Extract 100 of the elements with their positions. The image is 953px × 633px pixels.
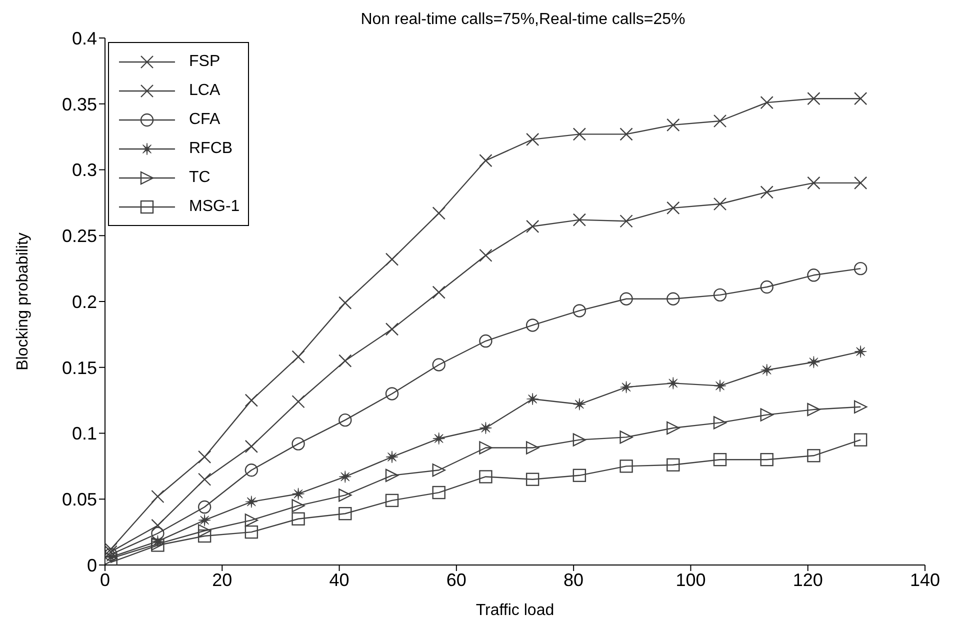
y-tick-label: 0.35 — [62, 94, 97, 114]
point — [760, 280, 774, 294]
point — [760, 96, 774, 110]
point — [854, 176, 868, 190]
point — [807, 402, 820, 416]
y-tick-label: 0 — [86, 555, 97, 576]
x-tick-label: 80 — [564, 570, 584, 590]
point — [198, 529, 212, 543]
point — [245, 495, 258, 508]
point — [338, 470, 352, 484]
point — [526, 220, 540, 234]
point — [479, 334, 492, 348]
point — [713, 197, 727, 211]
point — [198, 500, 212, 514]
x-tick-label: 20 — [212, 570, 232, 590]
point — [526, 472, 540, 486]
point — [760, 186, 774, 199]
point — [198, 514, 211, 527]
point — [760, 364, 774, 376]
y-tick-label: 0.15 — [62, 358, 97, 378]
point — [807, 449, 820, 462]
point — [385, 494, 399, 508]
point — [620, 128, 633, 141]
point — [760, 408, 774, 422]
point — [292, 437, 305, 450]
point — [854, 262, 868, 276]
legend-label: CFA — [189, 110, 220, 128]
legend-label: MSG-1 — [189, 198, 240, 216]
point — [479, 441, 492, 454]
y-tick-label: 0.25 — [62, 226, 97, 246]
point — [666, 201, 680, 215]
point — [854, 92, 868, 106]
point — [386, 450, 398, 464]
point — [292, 488, 305, 500]
point — [854, 400, 868, 414]
legend-label: TC — [189, 168, 210, 186]
y-tick-label: 0.4 — [72, 28, 97, 48]
point — [432, 486, 446, 500]
point — [807, 268, 820, 282]
point — [432, 358, 446, 372]
point — [573, 398, 586, 411]
point — [760, 453, 774, 466]
y-axis-title: Blocking probability — [14, 232, 32, 370]
point — [714, 380, 726, 392]
y-tick-label: 0.1 — [72, 424, 97, 444]
point — [807, 176, 820, 190]
point — [620, 460, 633, 473]
point — [526, 318, 540, 332]
point — [244, 525, 258, 539]
x-tick-label: 0 — [100, 570, 110, 590]
point — [292, 512, 305, 526]
point — [620, 214, 633, 228]
point — [620, 380, 633, 394]
x-axis-title: Traffic load — [476, 602, 554, 619]
point — [666, 292, 680, 306]
point — [713, 453, 727, 466]
point — [572, 468, 586, 482]
point — [572, 128, 586, 141]
point — [807, 356, 820, 368]
y-tick-label: 0.2 — [72, 292, 97, 312]
point — [572, 433, 586, 446]
point — [338, 413, 352, 427]
point — [666, 118, 680, 132]
legend-label: RFCB — [189, 140, 233, 158]
point — [338, 488, 352, 502]
point — [479, 470, 492, 484]
point — [666, 458, 680, 472]
point — [244, 514, 258, 527]
point — [572, 304, 586, 318]
point — [526, 132, 540, 146]
point — [713, 288, 727, 302]
point — [198, 524, 212, 538]
point — [385, 468, 399, 482]
point — [526, 441, 540, 454]
point — [713, 114, 727, 128]
point — [526, 392, 539, 406]
y-tick-label: 0.3 — [72, 160, 97, 180]
point — [854, 345, 867, 358]
point — [620, 292, 633, 306]
x-tick-label: 140 — [910, 570, 940, 590]
point — [620, 430, 633, 444]
y-tick-label: 0.05 — [62, 490, 97, 510]
point — [666, 421, 680, 435]
legend-label: FSP — [189, 52, 220, 70]
x-tick-label: 100 — [676, 570, 706, 590]
chart-title: Non real-time calls=75%,Real-time calls=25% — [360, 11, 686, 28]
point — [713, 416, 727, 430]
point — [479, 422, 492, 434]
point — [854, 433, 868, 446]
point — [385, 387, 399, 400]
point — [432, 432, 446, 445]
point — [338, 507, 352, 520]
point — [666, 376, 680, 390]
point — [292, 499, 305, 512]
x-tick-label: 40 — [329, 570, 350, 590]
x-tick-label: 60 — [446, 570, 466, 590]
point — [244, 464, 258, 477]
legend-label: LCA — [189, 82, 220, 100]
x-tick-label: 120 — [792, 570, 823, 590]
point — [807, 92, 820, 106]
